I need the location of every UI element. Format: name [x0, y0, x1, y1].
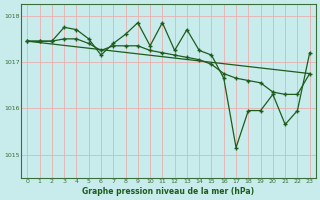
X-axis label: Graphe pression niveau de la mer (hPa): Graphe pression niveau de la mer (hPa): [83, 187, 255, 196]
